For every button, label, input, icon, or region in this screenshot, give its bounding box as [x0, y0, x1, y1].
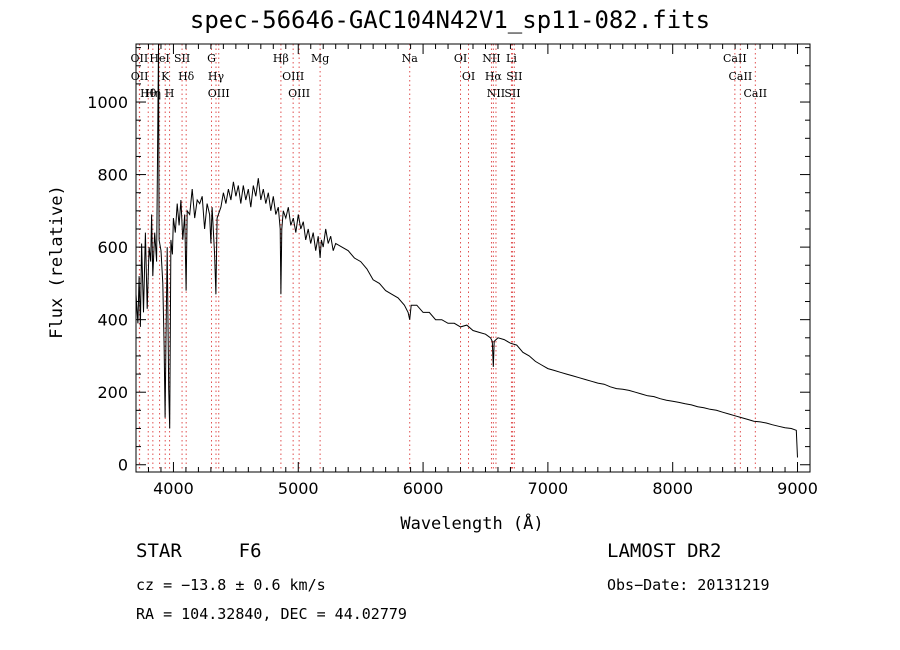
x-axis-label: Wavelength (Å): [400, 512, 543, 534]
line-marker-label: SII: [174, 52, 190, 65]
object-class: STAR: [136, 540, 182, 562]
line-marker-label: G: [207, 52, 216, 65]
line-marker-label: OIII: [208, 87, 230, 100]
y-tick-label: 1000: [87, 93, 128, 112]
coordinates-text: RA = 104.32840, DEC = 44.02779: [136, 605, 407, 623]
line-marker-label: OII: [131, 52, 149, 65]
line-marker-label: Hη: [145, 87, 161, 100]
line-marker-label: OI: [462, 70, 475, 83]
x-tick-label: 5000: [278, 479, 319, 498]
x-tick-label: 7000: [528, 479, 569, 498]
x-tick-label: 4000: [153, 479, 194, 498]
line-marker-label: Li: [506, 52, 517, 65]
spectrum-line: [135, 43, 798, 458]
line-marker-label: Hθ: [140, 87, 157, 100]
y-tick-label: 0: [118, 456, 128, 475]
survey-label: LAMOST DR2: [607, 540, 722, 562]
line-marker-label: CaII: [743, 87, 767, 100]
line-marker-label: OIII: [288, 87, 310, 100]
line-marker-label: Hβ: [273, 52, 289, 65]
redshift-text: cz = −13.8 ± 0.6 km/s: [136, 576, 326, 594]
line-marker-label: HeI: [149, 52, 169, 65]
obs-date: Obs−Date: 20131219: [607, 576, 770, 594]
y-tick-label: 400: [97, 311, 128, 330]
x-tick-label: 9000: [777, 479, 818, 498]
line-marker-label: Mg: [311, 52, 329, 65]
line-marker-label: CaII: [729, 70, 753, 83]
line-marker-label: OIII: [282, 70, 304, 83]
x-tick-label: 6000: [403, 479, 444, 498]
line-marker-label: K: [161, 70, 170, 83]
line-marker-label: CaII: [723, 52, 747, 65]
y-tick-label: 600: [97, 238, 128, 257]
y-axis-label: Flux (relative): [47, 185, 67, 339]
x-axis: 4000 5000 6000 7000 8000 9000: [135, 44, 818, 498]
line-marker-label: NII: [487, 87, 505, 100]
line-markers: [138, 44, 756, 472]
plot-frame: [135, 43, 811, 473]
y-axis: 0 200 400 600 800 1000: [87, 47, 810, 475]
line-marker-label: H: [165, 87, 175, 100]
object-subclass: F6: [238, 540, 262, 562]
line-marker-label: SII: [506, 70, 522, 83]
line-marker-label: OII: [131, 70, 149, 83]
line-marker-label: Hδ: [178, 70, 195, 83]
y-tick-label: 800: [97, 166, 128, 185]
line-marker-label: Hα: [485, 70, 503, 83]
line-marker-label: Na: [402, 52, 419, 65]
line-marker-label: SII: [504, 87, 520, 100]
line-marker-label: OI: [454, 52, 467, 65]
chart-title: spec-56646-GAC104N42V1_sp11-082.fits: [189, 6, 711, 34]
x-tick-label: 8000: [652, 479, 693, 498]
line-marker-label: Hγ: [208, 70, 225, 83]
y-tick-label: 200: [97, 383, 128, 402]
line-marker-label: NII: [482, 52, 500, 65]
